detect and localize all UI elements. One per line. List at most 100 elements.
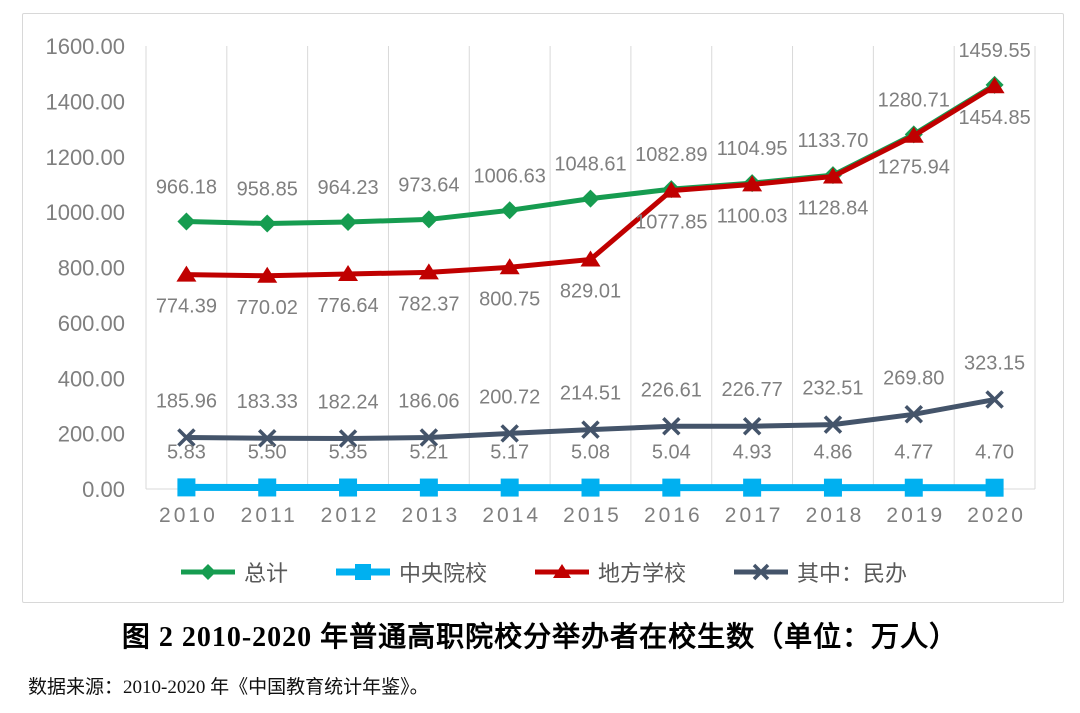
line-chart: 0.00 200.00 400.00 600.00 800.00 1000.00 1200.… bbox=[45, 34, 1036, 527]
diamond-marker bbox=[177, 212, 196, 231]
data-label-total: 1006.63 bbox=[474, 165, 546, 187]
x-marker bbox=[419, 428, 439, 447]
data-label-total: 1280.71 bbox=[878, 89, 950, 111]
data-label-central: 4.70 bbox=[975, 442, 1014, 464]
data-label-private: 183.33 bbox=[237, 391, 298, 413]
data-label-local: 1077.85 bbox=[635, 212, 707, 234]
diamond-marker bbox=[199, 564, 216, 580]
data-label-central: 5.35 bbox=[329, 442, 368, 464]
x-marker bbox=[177, 428, 196, 447]
data-label-central: 5.50 bbox=[248, 441, 287, 463]
diamond-marker bbox=[581, 189, 600, 208]
diamond-marker bbox=[258, 214, 277, 233]
diamond-marker bbox=[419, 210, 438, 229]
x-axis-label: 2010 bbox=[159, 504, 218, 527]
data-label-total: 973.64 bbox=[398, 174, 459, 196]
y-axis-label: 400.00 bbox=[58, 366, 125, 391]
data-label-private: 269.80 bbox=[883, 367, 944, 389]
x-marker bbox=[662, 417, 681, 436]
triangle-marker bbox=[338, 264, 359, 281]
y-axis-label: 1600.00 bbox=[45, 34, 125, 59]
x-axis-label: 2013 bbox=[402, 504, 461, 527]
data-label-central: 4.86 bbox=[813, 442, 852, 464]
chart-legend: 总计 中央院校 地方学校 其中：民办 bbox=[23, 556, 1063, 588]
data-label-central: 5.17 bbox=[490, 442, 529, 464]
x-axis-label: 2012 bbox=[321, 504, 380, 527]
data-label-local: 1128.84 bbox=[798, 197, 869, 219]
data-label-private: 214.51 bbox=[560, 383, 621, 405]
data-label-local: 770.02 bbox=[237, 297, 298, 319]
data-label-local: 829.01 bbox=[560, 280, 621, 302]
x-axis-label: 2019 bbox=[886, 504, 945, 527]
y-axis-label: 1400.00 bbox=[45, 89, 125, 114]
y-axis-label: 1000.00 bbox=[45, 200, 125, 225]
legend-label-private: 其中：民办 bbox=[797, 561, 908, 586]
data-label-private: 200.72 bbox=[479, 386, 540, 408]
data-label-local: 1100.03 bbox=[717, 205, 788, 227]
diamond-marker bbox=[500, 201, 519, 220]
x-marker bbox=[752, 563, 770, 581]
square-marker bbox=[339, 478, 358, 497]
chart-figure: 0.00 200.00 400.00 600.00 800.00 1000.00 1200.… bbox=[22, 13, 1064, 603]
legend-item-total: 总计 bbox=[179, 556, 288, 588]
diamond-marker bbox=[339, 213, 358, 232]
square-marker bbox=[743, 478, 762, 497]
data-label-private: 185.96 bbox=[156, 391, 217, 413]
data-label-local: 1454.85 bbox=[958, 107, 1030, 129]
x-marker bbox=[338, 429, 358, 448]
triangle-marker bbox=[553, 564, 571, 578]
triangle-marker bbox=[176, 265, 197, 282]
triangle-marker bbox=[580, 250, 601, 267]
square-marker bbox=[354, 564, 371, 580]
triangle-marker bbox=[661, 181, 682, 198]
triangle-marker bbox=[742, 175, 763, 192]
square-marker bbox=[419, 478, 438, 497]
data-label-total: 1459.55 bbox=[958, 40, 1030, 62]
data-label-total: 1104.95 bbox=[717, 138, 788, 160]
square-marker bbox=[500, 478, 519, 497]
square-marker bbox=[662, 478, 681, 497]
data-label-central: 4.77 bbox=[894, 442, 933, 464]
legend-item-local: 地方学校 bbox=[533, 556, 686, 588]
legend-label-total: 总计 bbox=[243, 561, 288, 586]
data-label-central: 4.93 bbox=[733, 442, 772, 464]
square-marker bbox=[985, 478, 1004, 497]
data-label-total: 966.18 bbox=[156, 176, 217, 198]
y-axis-label: 600.00 bbox=[58, 311, 125, 336]
data-label-total: 1133.70 bbox=[798, 130, 869, 152]
data-label-total: 1048.61 bbox=[554, 154, 626, 176]
legend-marker-central bbox=[335, 564, 390, 580]
data-label-central: 5.04 bbox=[652, 442, 691, 464]
square-marker bbox=[258, 478, 277, 497]
x-marker bbox=[985, 390, 1004, 409]
legend-marker-private bbox=[734, 563, 789, 581]
y-axis-label: 800.00 bbox=[58, 256, 125, 281]
legend-marker-total bbox=[180, 564, 235, 580]
data-label-central: 5.83 bbox=[167, 441, 206, 463]
x-marker bbox=[500, 424, 519, 443]
square-marker bbox=[581, 478, 600, 497]
x-marker bbox=[904, 405, 924, 424]
data-label-local: 774.39 bbox=[156, 296, 217, 318]
triangle-marker bbox=[903, 126, 924, 143]
x-axis-label: 2016 bbox=[644, 504, 703, 527]
triangle-marker bbox=[499, 258, 520, 275]
data-label-total: 964.23 bbox=[317, 177, 378, 199]
x-axis-label: 2011 bbox=[241, 504, 298, 527]
legend-label-local: 地方学校 bbox=[598, 561, 687, 586]
data-label-local: 776.64 bbox=[317, 295, 378, 317]
triangle-marker bbox=[822, 167, 843, 184]
data-label-central: 5.08 bbox=[571, 442, 610, 464]
y-axis-label: 200.00 bbox=[58, 422, 125, 447]
data-label-local: 782.37 bbox=[398, 293, 459, 315]
data-label-private: 323.15 bbox=[964, 353, 1025, 375]
y-axis-label: 0.00 bbox=[82, 477, 125, 502]
figure-caption: 图 2 2010-2020 年普通高职院校分举办者在校生数（单位：万人） bbox=[121, 622, 959, 653]
triangle-marker bbox=[418, 263, 439, 280]
x-marker bbox=[823, 415, 843, 434]
triangle-marker bbox=[984, 77, 1005, 94]
square-marker bbox=[904, 478, 923, 497]
data-label-private: 232.51 bbox=[802, 378, 863, 400]
legend-marker-local bbox=[535, 564, 589, 578]
